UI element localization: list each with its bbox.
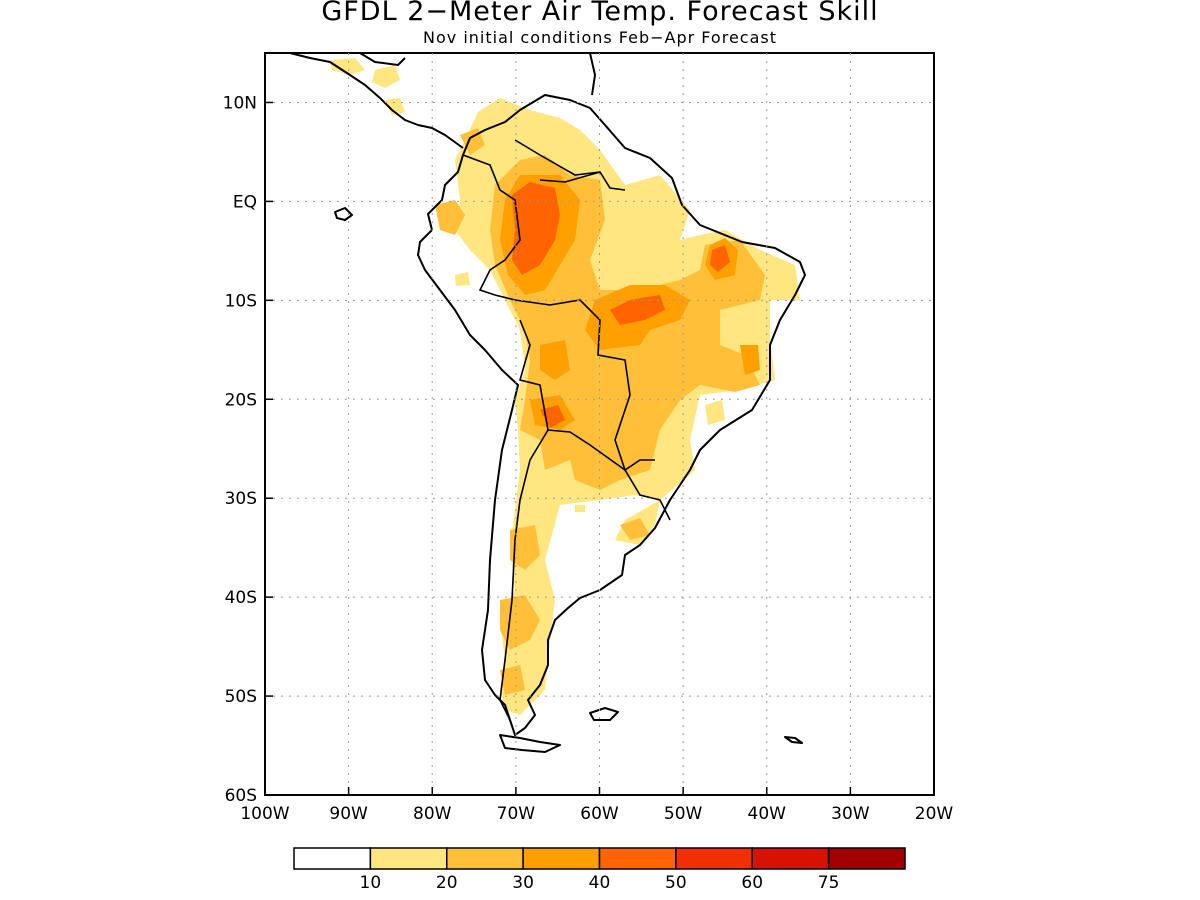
lon-tick-label: 100W — [240, 804, 289, 824]
colorbar-label: 75 — [818, 873, 840, 893]
lon-tick-label: 40W — [748, 804, 787, 824]
lon-tick-label: 70W — [497, 804, 536, 824]
map-ticks — [264, 101, 935, 796]
lon-tick-label: 30W — [831, 804, 870, 824]
country-borders — [462, 139, 671, 721]
lat-tick-label: 20S — [225, 390, 257, 410]
skill-band-40-50 — [512, 182, 730, 428]
lat-tick-label: 60S — [225, 786, 257, 806]
south-georgia — [784, 736, 803, 744]
lat-tick-label: 40S — [225, 588, 257, 608]
colorbar-swatch — [675, 847, 753, 870]
lat-tick-label: 50S — [225, 687, 257, 707]
lon-tick-label: 90W — [329, 804, 368, 824]
colorbar-swatch — [598, 847, 677, 870]
colorbar-swatch — [827, 847, 906, 870]
lat-tick-label: EQ — [233, 192, 257, 212]
lon-tick-label: 20W — [915, 804, 954, 824]
lat-tick-label: 10S — [225, 291, 257, 311]
lon-tick-label: 80W — [413, 804, 452, 824]
coastlines — [289, 53, 806, 753]
lon-tick-label: 60W — [580, 804, 619, 824]
colorbar-swatch — [369, 847, 448, 870]
colorbar-label: 60 — [741, 873, 763, 893]
map-axis-labels: 100W 90W 80W 70W 60W 50W 40W 30W 20W 10N EQ 10S 20S 3… — [223, 93, 954, 824]
falkland-islands — [589, 707, 619, 721]
colorbar-swatch — [522, 847, 601, 870]
yucatan — [359, 53, 406, 66]
colorbar-label: 10 — [360, 873, 382, 893]
colorbar-swatch — [751, 847, 830, 870]
colorbar-label: 20 — [436, 873, 458, 893]
south-america-coast — [417, 94, 806, 736]
lat-tick-label: 10N — [223, 93, 257, 113]
colorbar-label: 40 — [589, 873, 611, 893]
colorbar-swatch — [293, 847, 372, 870]
map-subtitle: Nov initial conditions Feb−Apr Forecast — [423, 28, 777, 47]
central-america — [289, 53, 464, 149]
skill-shading — [330, 58, 800, 715]
colorbar: 10 20 30 40 50 60 75 — [293, 847, 906, 893]
caribbean-island — [589, 53, 596, 96]
map-title: GFDL 2−Meter Air Temp. Forecast Skill — [321, 0, 879, 27]
tierra-del-fuego — [499, 734, 561, 753]
galapagos — [334, 207, 353, 221]
colorbar-label: 50 — [665, 873, 687, 893]
colorbar-label: 30 — [512, 873, 534, 893]
lat-tick-label: 30S — [225, 489, 257, 509]
lon-tick-label: 50W — [664, 804, 703, 824]
colorbar-swatch — [446, 847, 524, 870]
